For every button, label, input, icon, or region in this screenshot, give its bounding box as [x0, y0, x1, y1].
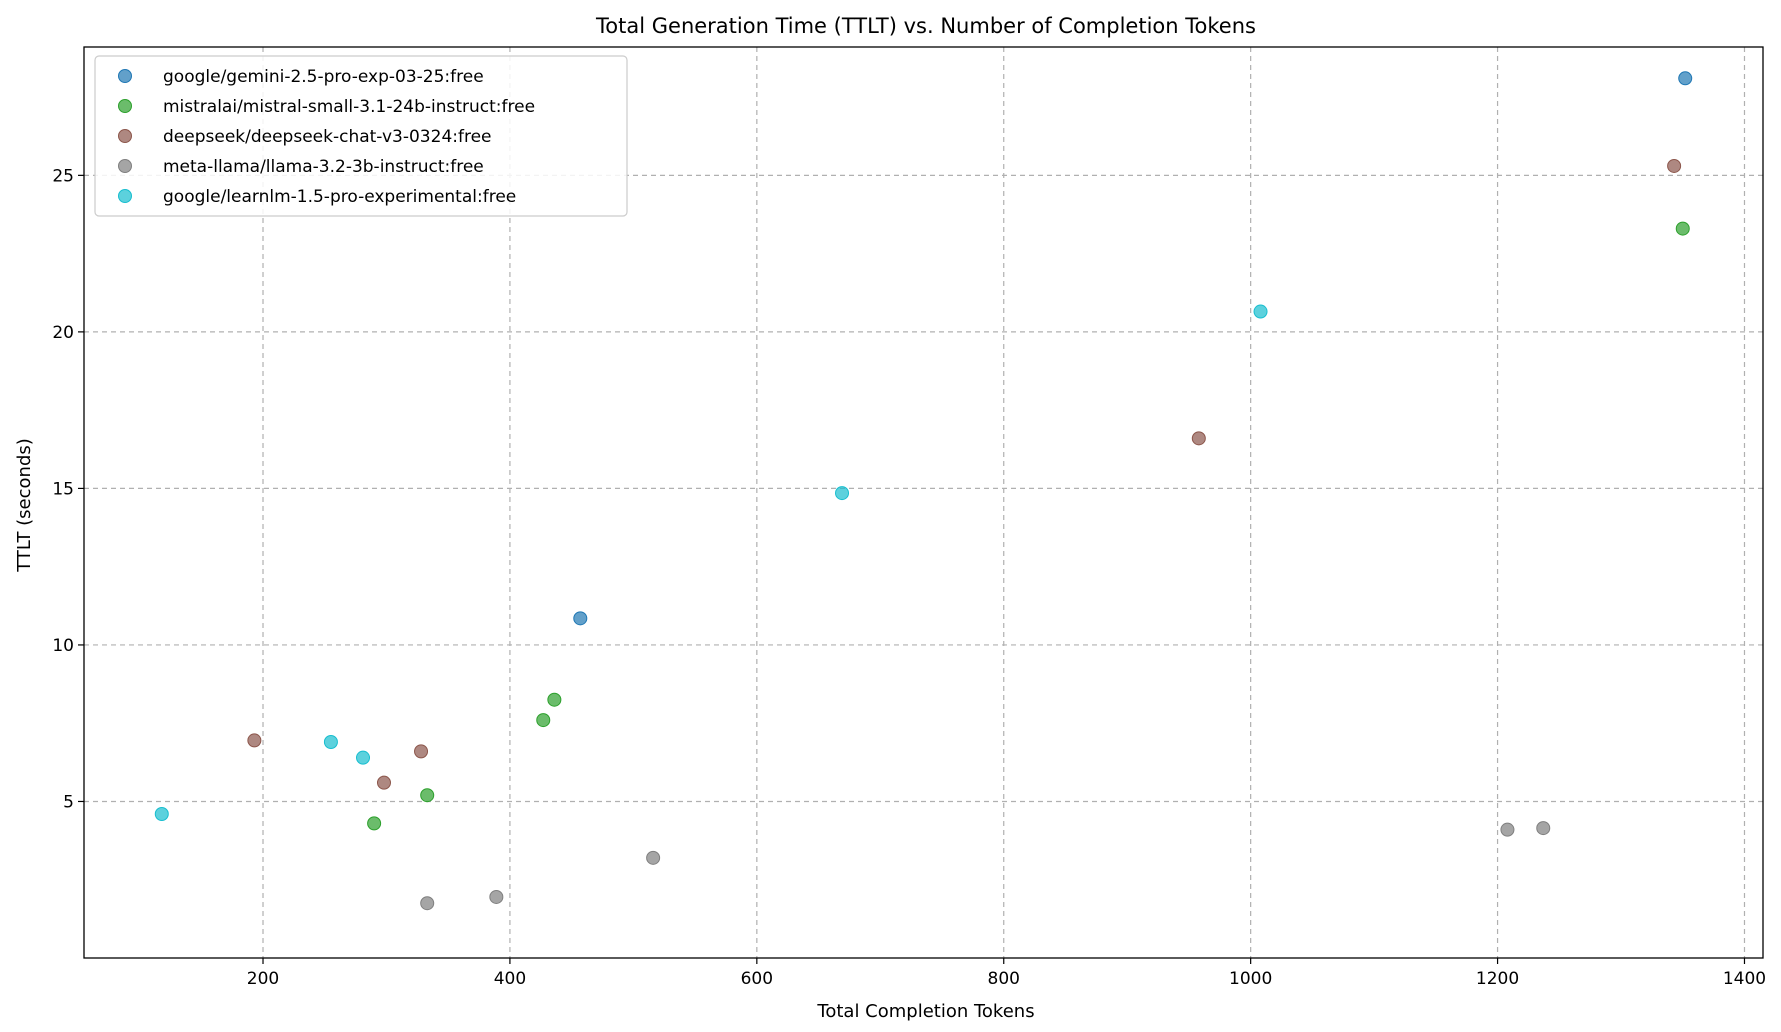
data-point: [1191, 431, 1206, 446]
x-axis-label: Total Completion Tokens: [816, 1001, 1034, 1022]
data-point: [154, 806, 169, 821]
legend-entry-label: deepseek/deepseek-chat-v3-0324:free: [163, 127, 492, 147]
x-tick-label: 1200: [1476, 969, 1519, 989]
legend-marker: [118, 69, 132, 83]
data-point: [420, 896, 435, 911]
data-point: [376, 775, 391, 790]
x-tick-label: 400: [494, 969, 526, 989]
data-point: [1253, 304, 1268, 319]
data-point: [1500, 822, 1515, 837]
axis-ticks: 200 400 600 800 1000 1200 1400 5 10 15 20 25: [52, 166, 1766, 989]
data-point: [367, 816, 382, 831]
legend-marker: [118, 99, 132, 113]
data-point: [536, 713, 551, 728]
data-point: [1536, 821, 1551, 836]
y-tick-label: 25: [52, 166, 74, 186]
chart-title: Total Generation Time (TTLT) vs. Number …: [595, 14, 1256, 38]
data-point: [414, 744, 429, 759]
legend-entry-label: google/learnlm-1.5-pro-experimental:free: [163, 187, 516, 207]
x-tick-label: 1400: [1723, 969, 1766, 989]
legend: google/gemini-2.5-pro-exp-03-25:free mist…: [94, 55, 628, 217]
legend-entry-label: mistralai/mistral-small-3.1-24b-instruct…: [163, 97, 535, 117]
legend-marker: [118, 189, 132, 203]
plot-area-frame: [83, 46, 1764, 959]
data-point: [646, 850, 661, 865]
data-point: [489, 889, 504, 904]
data-point: [247, 733, 262, 748]
legend-entry-label: google/gemini-2.5-pro-exp-03-25:free: [163, 67, 484, 87]
y-tick-label: 15: [52, 479, 74, 499]
legend-marker: [118, 129, 132, 143]
data-point: [573, 611, 588, 626]
data-point: [356, 750, 371, 765]
legend-marker: [118, 159, 132, 173]
data-point: [1678, 71, 1693, 86]
data-point: [1675, 221, 1690, 236]
data-point: [323, 734, 338, 749]
data-point: [547, 692, 562, 707]
grid-lines: [84, 47, 1763, 958]
y-tick-label: 10: [52, 636, 74, 656]
y-tick-label: 20: [52, 323, 74, 343]
data-point: [835, 486, 850, 501]
data-point: [420, 788, 435, 803]
x-tick-label: 200: [247, 969, 279, 989]
data-points: [154, 71, 1693, 911]
legend-box: [94, 55, 628, 217]
x-tick-label: 800: [988, 969, 1020, 989]
x-tick-label: 1000: [1229, 969, 1272, 989]
y-tick-label: 5: [63, 792, 74, 812]
data-point: [1667, 158, 1682, 173]
legend-entry-label: meta-llama/llama-3.2-3b-instruct:free: [163, 157, 484, 177]
x-tick-label: 600: [741, 969, 773, 989]
y-axis-label: TTLT (seconds): [14, 438, 35, 573]
